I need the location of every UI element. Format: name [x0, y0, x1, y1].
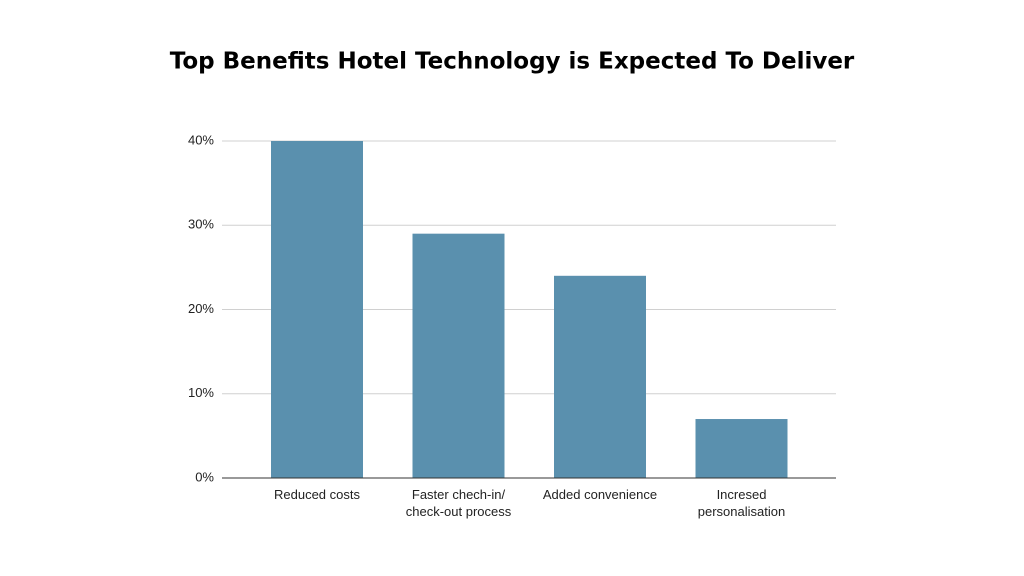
y-tick-label: 0% — [195, 469, 214, 484]
y-tick-label: 10% — [188, 385, 214, 400]
x-tick-label: Incresed personalisation — [697, 487, 786, 519]
x-tick-label: Added convenience — [542, 487, 658, 502]
bar — [695, 419, 788, 478]
bar — [554, 275, 646, 478]
bar — [412, 233, 505, 478]
chart-title: Top Benefits Hotel Technology is Expecte… — [170, 49, 855, 75]
bar — [271, 141, 363, 478]
y-tick-label: 30% — [188, 217, 214, 232]
x-tick-label: Reduced costs — [274, 487, 360, 502]
x-tick-label: Faster chech-in/ check-out process — [405, 487, 512, 519]
y-tick-label: 20% — [188, 301, 214, 316]
y-tick-label: 40% — [188, 132, 214, 147]
